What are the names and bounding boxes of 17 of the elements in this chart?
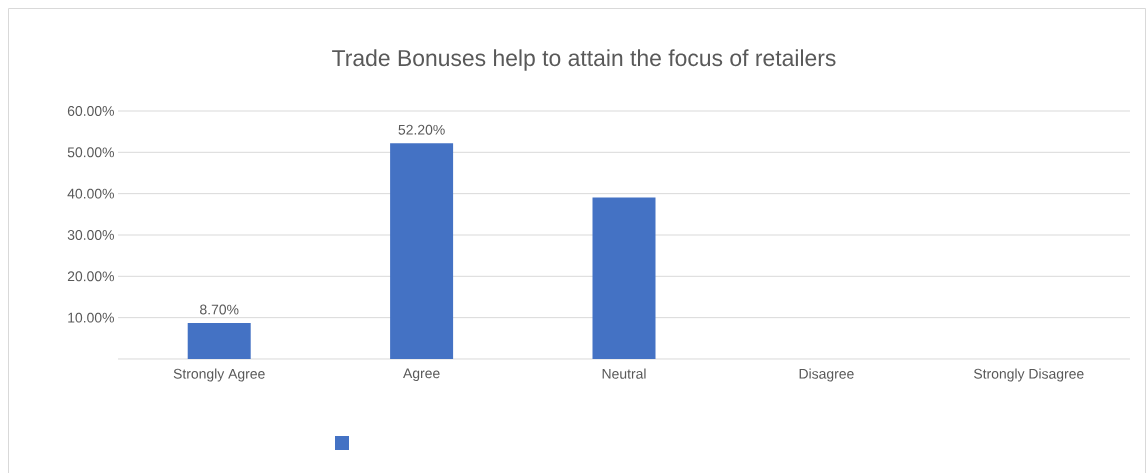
bar: [592, 197, 656, 359]
x-tick-label: Strongly Disagree: [974, 368, 1084, 382]
chart-title: Trade Bonuses help to attain the focus of retailers: [332, 49, 836, 71]
y-tick-label: 30.00%: [67, 230, 114, 240]
x-tick-label: Strongly Agree: [173, 368, 265, 382]
x-tick-label: Agree: [403, 368, 440, 381]
x-tick-label: Neutral: [602, 368, 646, 379]
bar: [390, 143, 454, 359]
bar: [187, 323, 251, 359]
x-tick-label: Disagree: [799, 368, 854, 382]
data-label: 8.70%: [200, 304, 239, 315]
y-tick-label: 50.00%: [67, 147, 114, 158]
y-tick-label: 20.00%: [67, 271, 114, 282]
data-label: 52.20%: [398, 124, 445, 135]
y-tick-label: 10.00%: [68, 312, 114, 323]
y-tick-label: 40.00%: [67, 188, 114, 199]
y-tick-label: 60.00%: [67, 106, 114, 116]
